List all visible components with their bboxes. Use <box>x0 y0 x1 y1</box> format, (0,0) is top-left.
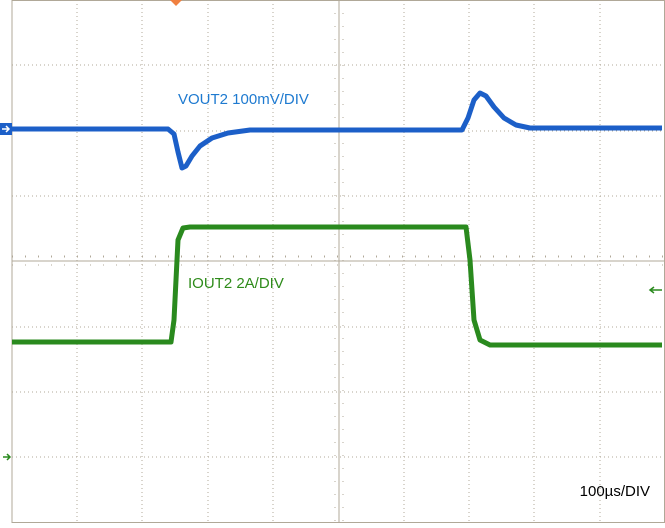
vout-label: VOUT2 100mV/DIV <box>178 91 309 108</box>
iout-trace <box>12 224 662 348</box>
trigger-marker <box>170 0 182 6</box>
vout-trace <box>12 90 662 171</box>
ch2-marker <box>3 453 12 461</box>
trigger-level-marker <box>648 286 662 294</box>
iout-label: IOUT2 2A/DIV <box>188 275 284 292</box>
timebase-label: 100µs/DIV <box>580 483 650 500</box>
ch1-marker <box>0 123 12 135</box>
